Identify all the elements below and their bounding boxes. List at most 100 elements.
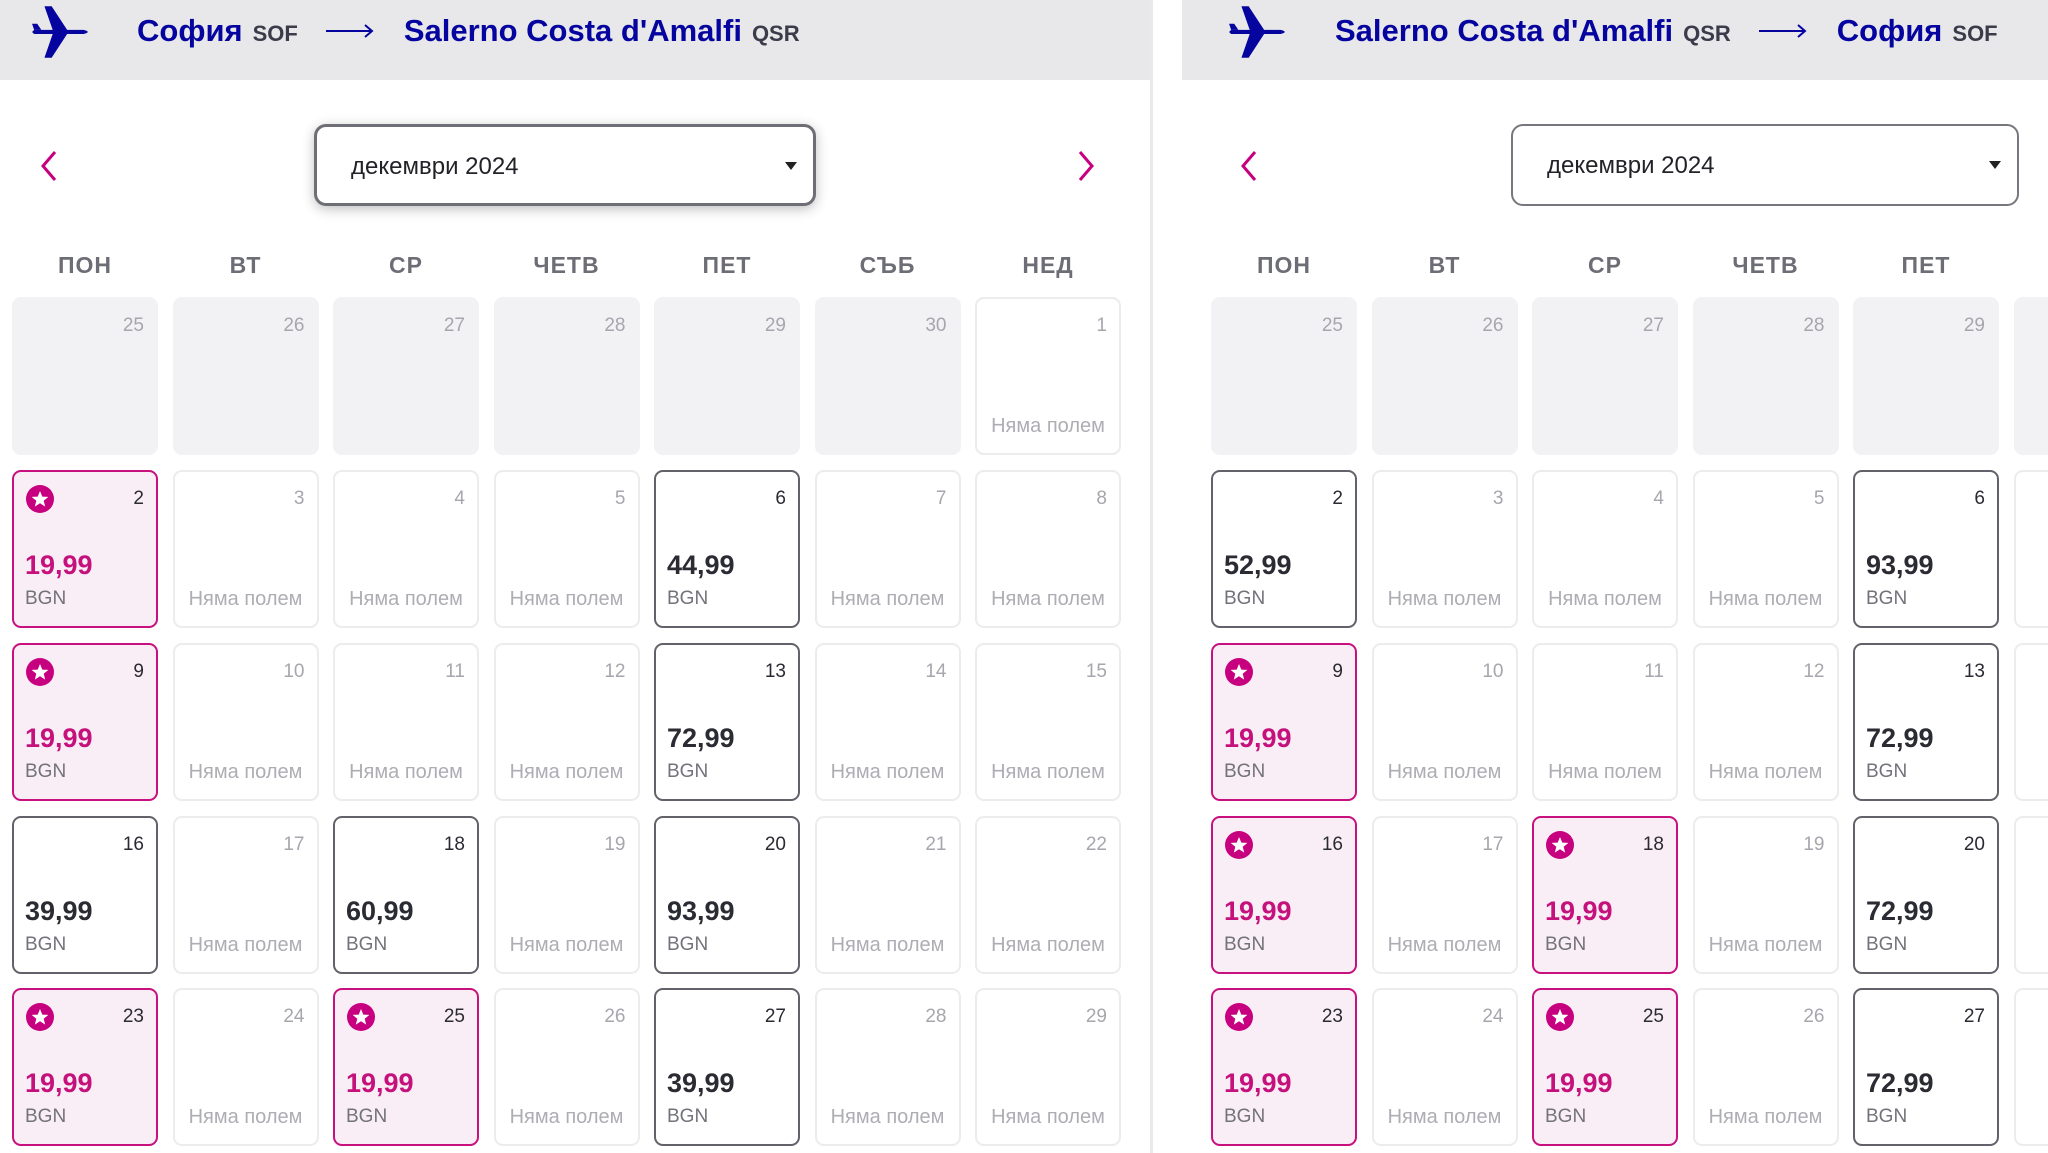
panel-divider (1150, 0, 1153, 1153)
day-number: 9 (1332, 661, 1343, 682)
calendar-day-cell[interactable]: 13 72,99 BGN (1853, 643, 1999, 801)
calendar-day-cell-disabled: 17 Няма полем (172, 816, 319, 974)
month-select[interactable]: декември 2024 (314, 124, 816, 206)
arrow-right-icon (325, 24, 374, 38)
calendar-day-cell[interactable]: 2 19,99 BGN (12, 470, 158, 628)
no-flights-label: Няма полем (1708, 588, 1823, 610)
price-currency: BGN (25, 1106, 67, 1127)
calendar-day-cell-disabled: 4 Няма полем (333, 470, 479, 628)
price-currency: BGN (1224, 761, 1266, 782)
day-number: 29 (764, 315, 786, 336)
plane-icon (32, 6, 88, 58)
no-flights-label: Няма полем (830, 1106, 945, 1128)
star-deal-icon (26, 1003, 54, 1031)
calendar-day-cell[interactable]: 13 72,99 BGN (654, 643, 800, 801)
chevron-left-icon (1241, 151, 1257, 181)
no-flights-label: Няма полем (1548, 761, 1662, 783)
no-flights-label: Няма полем (991, 588, 1105, 610)
calendar-day-cell[interactable]: 16 39,99 BGN (12, 816, 158, 974)
calendar-day-cell-disabled: 24 Няма полем (1371, 988, 1518, 1146)
calendar-day-cell[interactable]: 25 19,99 BGN (1532, 988, 1678, 1146)
no-flights-label: Няма полем (991, 934, 1105, 956)
calendar-day-cell-disabled: 17 Няма полем (1371, 816, 1518, 974)
calendar-day-cell-disabled: 27 (333, 297, 479, 455)
price-currency: BGN (1224, 1106, 1266, 1127)
price-currency: BGN (1866, 1106, 1908, 1127)
no-flights-label: Няма полем (349, 588, 463, 610)
previous-month-button[interactable] (1237, 148, 1261, 184)
weekday-header: НЕД (1022, 252, 1074, 278)
calendar-day-cell-disabled (2013, 297, 2048, 455)
no-flights-label: Няма полем (1708, 1106, 1823, 1128)
calendar-day-cell[interactable]: 9 19,99 BGN (1211, 643, 1357, 801)
day-number: 19 (1803, 834, 1825, 855)
day-number: 4 (1653, 488, 1664, 509)
previous-month-button[interactable] (37, 148, 61, 184)
calendar-day-cell[interactable]: 9 19,99 BGN (12, 643, 158, 801)
calendar-day-cell-disabled: 15 Няма полем (975, 643, 1121, 801)
no-flights-label: Няма полем (1548, 588, 1662, 610)
no-flights-label: Ня (2016, 934, 2048, 957)
month-select[interactable]: декември 2024 (1511, 124, 2019, 206)
calendar-day-cell[interactable]: 6 93,99 BGN (1853, 470, 1999, 628)
calendar-day-cell[interactable]: 23 19,99 BGN (12, 988, 158, 1146)
price-currency: BGN (25, 761, 67, 782)
calendar-day-cell-disabled: 4 Няма полем (1532, 470, 1678, 628)
calendar-day-cell-disabled: 28 Няма полем (814, 988, 961, 1146)
calendar-day-cell-disabled: 28 (493, 297, 640, 455)
weekday-header: СР (389, 252, 423, 278)
calendar-day-cell[interactable]: 20 72,99 BGN (1853, 816, 1999, 974)
price-currency: BGN (667, 761, 709, 782)
day-number: 12 (604, 661, 626, 682)
calendar-day-cell[interactable]: 27 72,99 BGN (1853, 988, 1999, 1146)
day-number: 27 (1963, 1006, 1985, 1027)
calendar-day-cell[interactable]: 23 19,99 BGN (1211, 988, 1357, 1146)
day-number: 3 (1492, 488, 1504, 509)
panel-gap (1150, 0, 1182, 1153)
month-select-value: декември 2024 (351, 153, 519, 180)
price-currency: BGN (346, 1106, 388, 1127)
calendar-day-cell-disabled: 25 (12, 297, 158, 455)
price-currency: BGN (25, 934, 67, 955)
day-price: 19,99 (1224, 723, 1292, 753)
calendar-day-cell-disabled: 3 Няма полем (1371, 470, 1518, 628)
no-flights-label: Няма полем (991, 415, 1105, 437)
calendar-day-cell[interactable]: 16 19,99 BGN (1211, 816, 1357, 974)
calendar-day-cell-disabled: 5 Няма полем (1692, 470, 1839, 628)
weekday-header: ВТ (1428, 252, 1461, 278)
calendar-day-cell[interactable]: 18 60,99 BGN (333, 816, 479, 974)
calendar-day-cell[interactable]: 6 44,99 BGN (654, 470, 800, 628)
calendar-day-cell[interactable]: 27 39,99 BGN (654, 988, 800, 1146)
price-currency: BGN (1866, 761, 1908, 782)
star-deal-icon (347, 1003, 375, 1031)
calendar-day-cell[interactable]: 18 19,99 BGN (1532, 816, 1678, 974)
calendar-day-cell-disabled: 12 Няма полем (1692, 643, 1839, 801)
calendar-day-cell-disabled: 26 (172, 297, 319, 455)
day-number: 13 (1963, 661, 1985, 682)
star-deal-icon (1546, 831, 1574, 859)
star-deal-icon (1225, 831, 1253, 859)
no-flights-label: Няма полем (1387, 934, 1502, 956)
calendar-day-cell[interactable]: 2 52,99 BGN (1211, 470, 1357, 628)
next-month-button[interactable] (1074, 148, 1098, 184)
day-price: 19,99 (1224, 896, 1292, 926)
outbound-calendar-panel: София SOF Salerno Costa d'Amalfi QSR дек… (0, 0, 1150, 1146)
calendar-day-cell[interactable]: 20 93,99 BGN (654, 816, 800, 974)
price-currency: BGN (1866, 588, 1908, 609)
no-flights-label: Няма полем (830, 934, 945, 956)
day-number: 1 (1096, 315, 1107, 336)
day-number: 4 (454, 488, 465, 509)
weekday-header: ВТ (229, 252, 262, 278)
month-select-value: декември 2024 (1547, 152, 1715, 179)
day-number: 7 (935, 488, 947, 509)
day-number: 25 (122, 315, 144, 336)
calendar-day-cell-disabled: Ня (2013, 816, 2048, 974)
day-price: 72,99 (1866, 1068, 1934, 1098)
caret-down-icon (785, 162, 797, 170)
calendar-day-cell[interactable]: 25 19,99 BGN (333, 988, 479, 1146)
route-header: Salerno Costa d'Amalfi QSR София SOF (1182, 0, 2048, 80)
day-price: 72,99 (1866, 896, 1934, 926)
calendar-day-cell-disabled: 21 Няма полем (814, 816, 961, 974)
weekday-header: ПЕТ (702, 252, 752, 278)
day-number: 2 (133, 488, 144, 509)
